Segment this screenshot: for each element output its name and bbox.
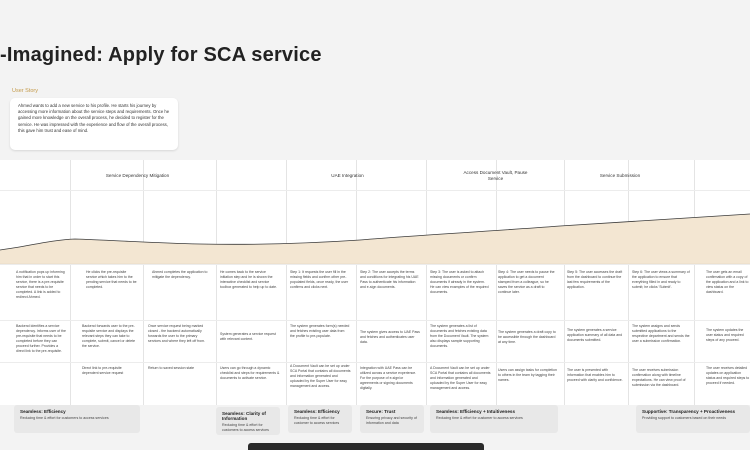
backstage-cell: The system assigns and sends submitted a… <box>632 324 690 344</box>
column-divider <box>143 160 144 405</box>
step-cell: Step 2: The user accepts the terms and c… <box>360 270 419 290</box>
backstage-cell: Backend identifies a service dependency.… <box>16 324 66 354</box>
user-story-text: Ahmed wants to add a new service to his … <box>18 103 170 133</box>
step-cell: He comes back to the service initiation … <box>220 270 278 290</box>
system-cell: Users can go through a dynamic checklist… <box>220 366 280 381</box>
opportunity-subtext: Providing support to customers based on … <box>642 416 727 420</box>
backstage-cell: Once service request being marked closed… <box>148 324 206 344</box>
system-cell: Direct link to pre-requisite dependent s… <box>82 366 124 376</box>
row-divider <box>0 264 750 265</box>
opportunity-heading: Supportive: Transparency + Proactiveness <box>642 409 736 414</box>
phase-uae-integration[interactable]: UAE Integration <box>331 173 364 179</box>
phase-service-dependency[interactable]: Service Dependency Mitigation <box>105 173 170 179</box>
row-divider <box>0 190 750 191</box>
step-cell: Step 3: The user is asked to attach miss… <box>430 270 489 295</box>
system-cell: A Document Vault can be set up under SCA… <box>290 364 351 389</box>
step-cell: A notification pops up informing him tha… <box>16 270 65 300</box>
system-cell: Users can assign tasks for completion to… <box>498 368 557 383</box>
opportunity-card[interactable]: Supportive: Transparency + Proactiveness… <box>636 405 750 433</box>
column-divider <box>356 160 357 405</box>
column-divider <box>286 160 287 405</box>
column-divider <box>496 160 497 405</box>
backstage-cell: The system gives access to UAE Pass and … <box>360 330 420 345</box>
phase-service-submission[interactable]: Service Submission <box>599 173 641 179</box>
opportunity-card[interactable]: Seamless: Efficiency + Intuitiveness Red… <box>430 405 558 433</box>
step-cell: Step 1: It requests the user fill in the… <box>290 270 349 290</box>
opportunity-heading: Seamless: Efficiency + Intuitiveness <box>436 409 516 414</box>
emotion-curve-line <box>0 213 750 251</box>
opportunity-heading: Seamless: Efficiency <box>294 409 340 414</box>
system-cell: The user receives detailed updates on ap… <box>706 366 750 386</box>
opportunity-subtext: Reducing time & effort for customers to … <box>20 416 109 420</box>
system-cell: Return to saved session state <box>148 366 195 370</box>
backstage-cell: The system generates a list of documents… <box>430 324 489 349</box>
system-cell: Integration with UAE Pass can be utilize… <box>360 366 417 391</box>
opportunity-card[interactable]: Seamless: Clarity of Information Reducin… <box>216 407 280 435</box>
opportunity-subtext: Ensuring privacy and security of informa… <box>366 416 417 426</box>
step-cell: Step 4: The user needs to pause the appl… <box>498 270 555 295</box>
column-divider <box>426 160 427 405</box>
opportunity-heading: Seamless: Clarity of Information <box>222 411 266 421</box>
system-cell: A Document Vault can be set up under SCA… <box>430 366 491 391</box>
column-divider <box>564 160 565 405</box>
row-divider <box>0 362 750 363</box>
row-divider <box>0 320 750 321</box>
opportunity-heading: Seamless: Efficiency <box>20 409 66 414</box>
user-story-label: User Story <box>12 88 38 94</box>
column-divider <box>628 160 629 405</box>
column-divider <box>694 160 695 405</box>
opportunity-card[interactable]: Seamless: Efficiency Reducing time & eff… <box>288 405 352 433</box>
opportunity-heading: Secure: Trust <box>366 409 396 414</box>
step-cell: Step 6: The user views a summary of the … <box>632 270 690 290</box>
user-story-card[interactable]: Ahmed wants to add a new service to his … <box>10 98 178 150</box>
system-cell: The user receives submission confirmatio… <box>632 368 686 388</box>
backstage-cell: The system generates form(s) needed and … <box>290 324 350 339</box>
opportunity-card[interactable]: Secure: Trust Ensuring privacy and secur… <box>360 405 424 433</box>
backstage-cell: The system generates a service applicati… <box>567 328 623 343</box>
emotion-curve <box>0 213 750 264</box>
phase-document-vault[interactable]: Access Document Vault, Pause Service <box>463 170 528 181</box>
opportunity-subtext: Reducing time & effort for customers to … <box>222 423 269 433</box>
page-title: -Imagined: Apply for SCA service <box>0 44 322 66</box>
backstage-cell: The system updates the user status and r… <box>706 328 744 343</box>
opportunity-subtext: Reducing time & effort for customer to a… <box>294 416 340 426</box>
system-cell: The user is presented with information t… <box>567 368 623 383</box>
step-cell: The user gets an email confirmation with… <box>706 270 749 295</box>
opportunity-card[interactable]: Seamless: Efficiency Reducing time & eff… <box>14 405 140 433</box>
backstage-cell: Backend forwards user to the pre-requisi… <box>82 324 136 349</box>
step-cell: Step 5: The user accesses the draft from… <box>567 270 623 290</box>
step-cell: Ahmed completes the application to mitig… <box>152 270 208 280</box>
bottom-toolbar[interactable] <box>248 443 484 450</box>
column-divider <box>70 160 71 405</box>
column-divider <box>216 160 217 405</box>
journey-map: Service Dependency Mitigation UAE Integr… <box>0 160 750 405</box>
opportunity-subtext: Reducing time & effort for customer to a… <box>436 416 523 420</box>
backstage-cell: The system generates a draft copy to be … <box>498 330 556 345</box>
step-cell: He clicks the pre-requisite service whic… <box>86 270 137 290</box>
backstage-cell: System generates a service request with … <box>220 332 276 342</box>
